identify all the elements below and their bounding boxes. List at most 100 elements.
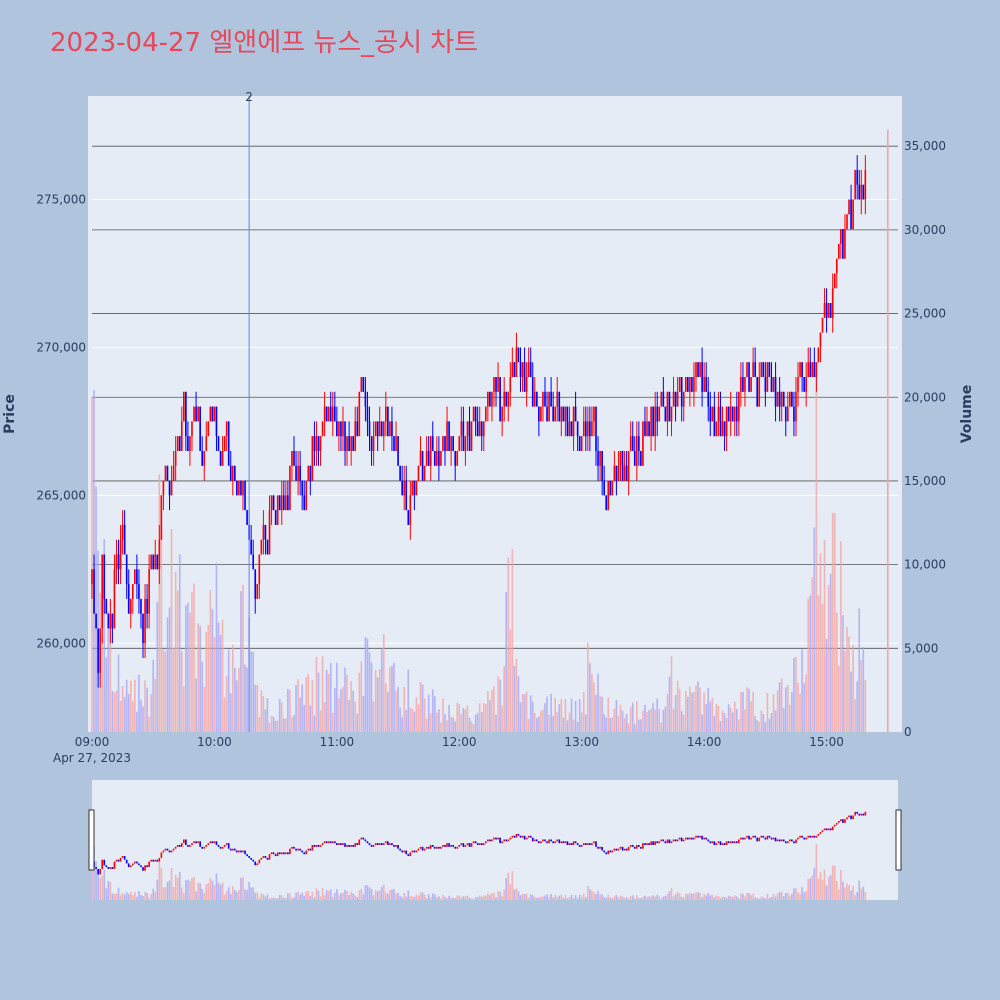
mini-volume-bar [805, 890, 807, 900]
mini-volume-bar [266, 894, 269, 900]
mini-candle [219, 846, 222, 849]
candle-body [731, 406, 734, 422]
candle-body [860, 184, 863, 200]
mini-volume-bar [117, 887, 120, 900]
mini-volume-bar [395, 893, 397, 900]
volume-bar [511, 548, 514, 732]
volume-bar [623, 718, 626, 732]
candle-body [727, 406, 730, 422]
volume-bar [209, 589, 212, 732]
volume-bar [446, 720, 448, 732]
volume-bar [638, 719, 640, 732]
mini-volume-bar [317, 890, 320, 900]
mini-candle [658, 841, 661, 844]
mini-candle [650, 841, 652, 845]
candle-body [811, 362, 814, 378]
mini-candle [603, 850, 605, 853]
volume-bar [576, 721, 579, 732]
mini-candle [827, 828, 830, 831]
mini-candle [236, 850, 238, 853]
mini-candle [809, 835, 812, 838]
volume-bar [191, 591, 193, 732]
y2-tick-label: 15,000 [904, 474, 946, 488]
mini-volume-bar [95, 861, 97, 900]
candle-body [815, 362, 818, 378]
candle-body [689, 377, 691, 392]
volume-bar [356, 713, 359, 732]
volume-bar [350, 681, 352, 732]
mini-candle [831, 826, 834, 831]
candle-body [485, 406, 487, 422]
mini-candle [513, 835, 516, 838]
mini-volume-bar [329, 889, 332, 900]
mini-candle [499, 837, 501, 844]
volume-bar [327, 674, 330, 732]
candle-body [433, 450, 436, 466]
mini-volume-bar [389, 889, 391, 900]
mini-candle [395, 845, 397, 847]
volume-bar [860, 660, 863, 732]
mini-volume-bar [311, 891, 314, 900]
mini-candle [664, 841, 667, 844]
mini-candle [176, 845, 179, 847]
mini-volume-bar [582, 893, 585, 900]
candle-body [607, 480, 610, 511]
candle-body [315, 436, 318, 451]
mini-candle [717, 841, 720, 844]
mini-candle [380, 843, 383, 845]
candle-body [399, 465, 401, 481]
mini-volume-bar [431, 893, 434, 900]
mini-candle [625, 848, 628, 851]
volume-bar [603, 713, 605, 732]
mini-candle [654, 841, 656, 845]
range-slider-background[interactable] [92, 780, 898, 900]
candle-body [650, 406, 652, 437]
mini-volume-bar [442, 894, 444, 900]
volume-bar [401, 717, 403, 732]
volume-bar [148, 716, 150, 732]
mini-candle [131, 863, 134, 866]
volume-bar [617, 715, 620, 732]
mini-volume-bar [356, 897, 359, 900]
range-slider-left-handle[interactable] [88, 809, 95, 871]
volume-bar [117, 654, 120, 732]
mini-volume-bar [617, 897, 620, 900]
volume-bar [654, 709, 656, 732]
mini-volume-bar [854, 894, 856, 900]
candle-body [401, 480, 403, 496]
mini-volume-bar [650, 896, 652, 900]
volume-bar [113, 692, 116, 732]
volume-bar [131, 701, 134, 732]
candle-body [719, 406, 722, 437]
mini-volume-bar [272, 897, 275, 900]
candle-body [507, 391, 510, 407]
candle-body [525, 377, 528, 392]
mini-candle [317, 845, 320, 847]
volume-bar [748, 688, 750, 732]
mini-candle [635, 845, 638, 849]
mini-volume-bar [717, 895, 720, 900]
mini-volume-bar [538, 897, 540, 900]
mini-candle [468, 843, 471, 847]
candle-body [517, 347, 520, 363]
candle-body [221, 450, 224, 466]
volume-bar [238, 668, 240, 732]
volume-bar [723, 713, 726, 732]
candle-body [713, 406, 716, 437]
mini-volume-bar [460, 897, 463, 900]
mini-volume-bar [219, 884, 222, 900]
range-slider-right-handle[interactable] [895, 809, 902, 871]
candle-body [113, 569, 116, 629]
mini-volume-bar [754, 897, 756, 900]
mini-volume-bar [821, 879, 824, 900]
candle-body [91, 569, 93, 585]
volume-bar [344, 667, 346, 732]
candle-body [515, 347, 518, 378]
mini-candle [523, 835, 526, 840]
mini-candle [260, 857, 263, 860]
mini-candle [327, 841, 330, 844]
mini-candle [372, 845, 375, 847]
mini-candle [421, 846, 424, 851]
mini-volume-bar [568, 896, 571, 900]
